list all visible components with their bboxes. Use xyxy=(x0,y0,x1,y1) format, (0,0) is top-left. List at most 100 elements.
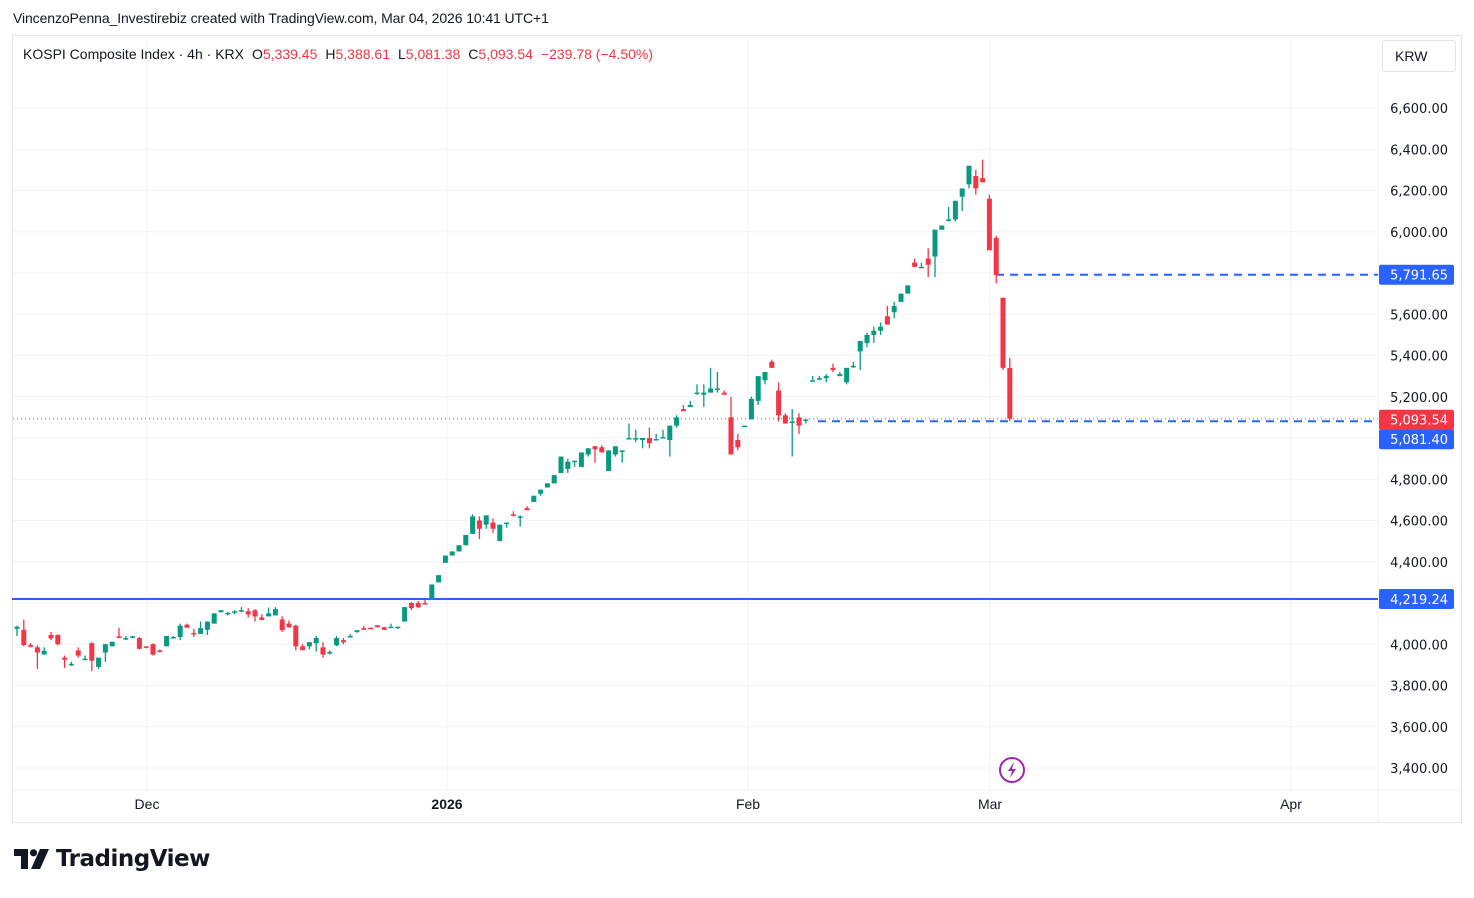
candle-up xyxy=(810,380,816,382)
candle-down xyxy=(381,627,387,630)
price-tick-label: 6,400.00 xyxy=(1390,143,1448,158)
candle-down xyxy=(1000,297,1006,368)
candle-down xyxy=(646,438,652,444)
price-badge-label: 4,219.24 xyxy=(1390,593,1448,608)
price-tick-label: 6,000.00 xyxy=(1390,226,1448,241)
candle-up xyxy=(517,516,523,518)
candle-down xyxy=(320,647,326,655)
time-tick-label: 2026 xyxy=(431,796,462,812)
price-tick-label: 4,600.00 xyxy=(1390,515,1448,530)
candle-up xyxy=(619,450,625,452)
candle-up xyxy=(225,612,231,615)
candle-up xyxy=(640,438,646,441)
time-tick-label: Apr xyxy=(1280,796,1302,812)
price-tick-label: 4,800.00 xyxy=(1390,473,1448,488)
candle-up xyxy=(660,436,666,439)
candle-down xyxy=(286,623,292,628)
candle-down xyxy=(28,645,34,647)
candle-down xyxy=(476,520,482,529)
candle-up xyxy=(170,637,176,639)
candle-up xyxy=(585,448,591,455)
candle-up xyxy=(123,638,129,640)
candle-up xyxy=(687,405,693,408)
candle-down xyxy=(776,390,782,416)
candle-up xyxy=(816,378,822,380)
tradingview-logo[interactable]: TradingView xyxy=(14,846,210,872)
candle-up xyxy=(578,452,584,467)
candle-down xyxy=(408,603,414,609)
price-tick-label: 3,800.00 xyxy=(1390,680,1448,695)
candle-down xyxy=(721,392,727,395)
price-tick-label: 5,600.00 xyxy=(1390,308,1448,323)
candle-up xyxy=(334,638,340,646)
candle-up xyxy=(572,460,578,463)
candle-down xyxy=(252,610,258,617)
candle-down xyxy=(279,619,285,631)
candle-up xyxy=(789,421,795,423)
candle-down xyxy=(245,611,251,615)
candle-up xyxy=(891,306,897,313)
candle-up xyxy=(531,495,537,502)
candle-up xyxy=(864,334,870,344)
candle-up xyxy=(130,636,136,638)
candle-down xyxy=(680,409,686,412)
candle-down xyxy=(524,508,530,511)
candle-up xyxy=(470,516,476,534)
candle-up xyxy=(551,475,557,484)
candle-up xyxy=(456,545,462,552)
candle-down xyxy=(925,258,931,265)
candle-up xyxy=(939,225,945,230)
candle-up xyxy=(395,626,401,629)
candle-up xyxy=(109,641,115,647)
candle-up xyxy=(674,417,680,426)
time-axis[interactable]: Dec 2026 Feb Mar Apr xyxy=(135,796,1303,812)
tradingview-wordmark: TradingView xyxy=(56,846,210,872)
candle-down xyxy=(340,640,346,643)
candle-down xyxy=(980,178,986,183)
candle-down xyxy=(490,522,496,529)
symbol-label[interactable]: KOSPI Composite Index · 4h · KRX xyxy=(23,46,244,62)
candle-up xyxy=(633,438,639,440)
candle-up xyxy=(102,644,108,653)
candle-up xyxy=(177,625,183,638)
chart-frame[interactable] xyxy=(12,35,1462,823)
candle-down xyxy=(993,237,999,276)
candle-up xyxy=(823,376,829,379)
price-badge-label: 5,081.40 xyxy=(1390,433,1448,448)
horizontal-lines[interactable] xyxy=(12,273,1378,601)
candle-down xyxy=(184,624,190,628)
candle-up xyxy=(14,626,20,629)
candle-up xyxy=(701,392,707,395)
candle-up xyxy=(612,446,618,455)
candle-down xyxy=(368,627,374,630)
candle-down xyxy=(782,415,788,424)
open-label: O xyxy=(251,46,263,62)
candle-up xyxy=(538,489,544,494)
candle-down xyxy=(300,646,306,651)
candle-up xyxy=(238,610,244,612)
candle-down xyxy=(769,361,775,368)
price-axis[interactable]: 6,600.00 6,400.00 6,200.00 6,000.00 5,600.00… xyxy=(1379,102,1454,777)
candle-down xyxy=(143,646,149,648)
currency-button[interactable]: KRW xyxy=(1382,40,1456,72)
candle-up xyxy=(565,461,571,469)
candle-up xyxy=(932,229,938,257)
candle-down xyxy=(973,176,979,189)
candle-up xyxy=(952,200,958,220)
price-badge-label: 5,791.65 xyxy=(1390,269,1448,284)
candle-up xyxy=(748,398,754,420)
attribution-text: VincenzoPenna_Investirebiz created with … xyxy=(13,10,549,26)
candle-up xyxy=(857,341,863,352)
candle-up xyxy=(436,575,442,583)
price-tick-label: 5,400.00 xyxy=(1390,350,1448,365)
candle-down xyxy=(796,417,802,426)
time-tick-label: Mar xyxy=(978,796,1002,812)
high-value: 5,388.61 xyxy=(335,46,391,62)
candle-down xyxy=(75,650,81,656)
candle-down xyxy=(55,634,61,645)
candle-up xyxy=(402,607,408,622)
lightning-event-icon[interactable] xyxy=(999,757,1025,783)
price-tick-label: 3,400.00 xyxy=(1390,762,1448,777)
candle-up xyxy=(905,285,911,294)
